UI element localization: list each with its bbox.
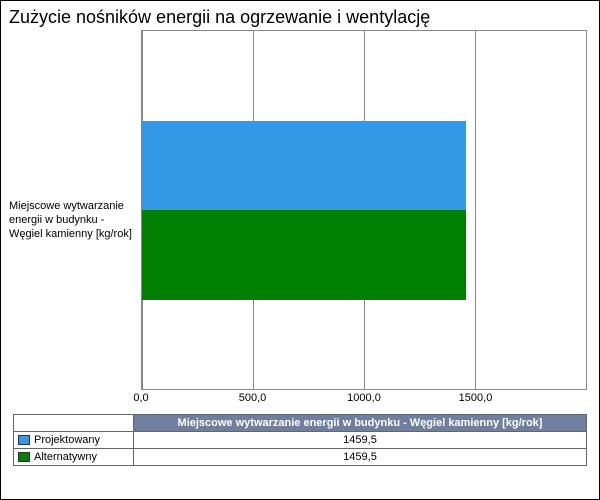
x-tick-label: 1000,0 [347,392,381,404]
x-axis-ticks: 0,0500,01000,01500,0 [141,390,587,410]
data-table-wrap: Miejscowe wytwarzanie energii w budynku … [1,410,599,474]
series-name: Alternatywny [34,451,97,463]
x-tick-label: 1500,0 [459,392,493,404]
series-name: Projektowany [34,434,100,446]
table-col-header: Miejscowe wytwarzanie energii w budynku … [134,415,587,432]
table-row: Projektowany 1459,5 [14,432,587,449]
y-category-label: Miejscowe wytwarzanie energii w budynku … [1,30,141,410]
data-table: Miejscowe wytwarzanie energii w budynku … [13,414,587,466]
plot-wrap: 0,0500,01000,01500,0 [141,30,587,410]
x-tick-label: 500,0 [239,392,267,404]
bar-alternatywny [142,210,466,300]
table-row: Alternatywny 1459,5 [14,449,587,466]
color-swatch [18,435,30,445]
x-tick-label: 0,0 [133,392,148,404]
color-swatch [18,452,30,462]
chart-row: Miejscowe wytwarzanie energii w budynku … [1,30,599,410]
grid-line [475,31,476,389]
chart-title: Zużycie nośników energii na ogrzewanie i… [1,1,599,30]
series-value-cell: 1459,5 [134,449,587,466]
series-name-cell: Projektowany [14,432,134,449]
series-value-cell: 1459,5 [134,432,587,449]
series-name-cell: Alternatywny [14,449,134,466]
bar-projektowany [142,121,466,211]
table-corner [14,415,134,432]
grid-line [586,31,587,389]
plot-area [141,30,587,390]
chart-frame: Zużycie nośników energii na ogrzewanie i… [0,0,600,500]
